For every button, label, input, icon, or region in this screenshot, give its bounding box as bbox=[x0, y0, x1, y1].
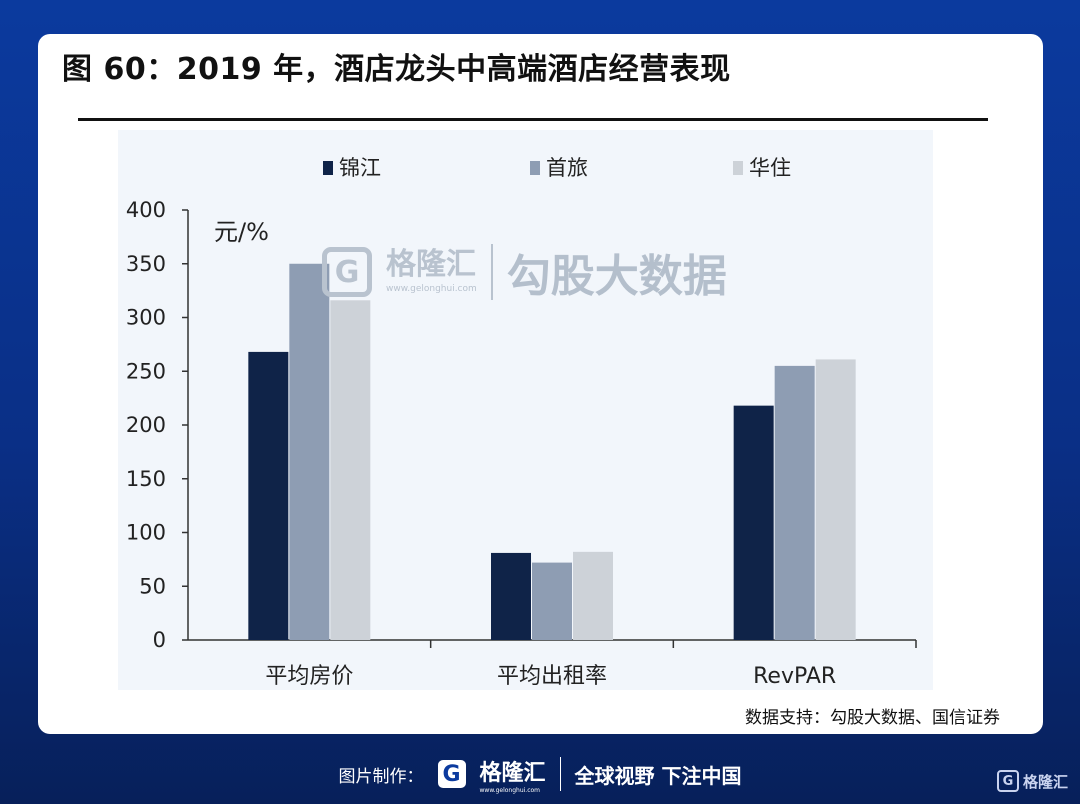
bar-3-3 bbox=[815, 359, 856, 640]
y-tick-label: 200 bbox=[126, 413, 166, 437]
footer-divider bbox=[559, 757, 561, 791]
x-tick-label: 平均出租率 bbox=[497, 664, 607, 689]
bar-3-1 bbox=[330, 300, 371, 640]
brand-url: www.gelonghui.com bbox=[479, 786, 541, 794]
legend-label: 首旅 bbox=[546, 156, 588, 180]
watermark: G 格隆汇 www.gelonghui.com 勾股大数据 bbox=[322, 240, 727, 304]
brand-name: 格隆汇 bbox=[479, 760, 546, 786]
y-tick-label: 100 bbox=[126, 521, 166, 545]
footer-made-by: 图片制作： bbox=[338, 766, 424, 787]
legend-swatch bbox=[323, 161, 333, 175]
source-note: 数据支持：勾股大数据、国信证券 bbox=[745, 708, 1000, 728]
y-tick-label: 300 bbox=[126, 306, 166, 330]
bar-chart: 0 50 100 150 200 250 300 350 400 元/% 平均房价 平均出租率 RevP… bbox=[126, 156, 917, 689]
bar-2-2 bbox=[532, 562, 572, 640]
watermark-divider bbox=[490, 244, 493, 300]
y-tick-label: 250 bbox=[126, 359, 166, 383]
y-tick-label: 50 bbox=[139, 574, 166, 598]
footer-slogan: 全球视野 下注中国 bbox=[574, 763, 742, 788]
bar-1-2 bbox=[491, 552, 531, 640]
brand-logo-icon: G bbox=[437, 760, 466, 788]
bar-3-2 bbox=[573, 551, 613, 640]
y-tick-label: 400 bbox=[126, 198, 166, 222]
watermark-brand-name: 格隆汇 bbox=[386, 247, 476, 282]
bar-1-1 bbox=[248, 351, 289, 640]
bar-1-3 bbox=[733, 405, 774, 640]
legend-swatch bbox=[530, 161, 540, 175]
watermark-text: 勾股大数据 bbox=[506, 251, 727, 302]
legend-label: 华住 bbox=[749, 156, 791, 180]
x-tick-label: 平均房价 bbox=[265, 664, 353, 689]
title-divider bbox=[78, 118, 988, 121]
y-tick-label: 350 bbox=[126, 252, 166, 276]
bar-2-1 bbox=[289, 263, 330, 640]
y-tick-label: 150 bbox=[126, 467, 166, 491]
footer: 图片制作： G 格隆汇 www.gelonghui.com 全球视野 下注中国 bbox=[0, 752, 1080, 796]
chart-area: 0 50 100 150 200 250 300 350 400 元/% 平均房价 平均出租率 RevP… bbox=[118, 130, 933, 690]
y-axis-label: 元/% bbox=[214, 218, 269, 246]
corner-logo: G 格隆汇 bbox=[996, 770, 1068, 792]
watermark-logo-icon: G bbox=[322, 247, 372, 297]
legend-swatch bbox=[733, 161, 743, 175]
watermark-brand-url: www.gelonghui.com bbox=[386, 284, 477, 294]
corner-logo-name: 格隆汇 bbox=[1022, 772, 1068, 791]
x-tick-label: RevPAR bbox=[753, 664, 836, 689]
bar-2-3 bbox=[774, 365, 815, 640]
y-tick-label: 0 bbox=[153, 628, 166, 652]
legend-label: 锦江 bbox=[339, 156, 381, 180]
page-title: 图 60：2019 年，酒店龙头中高端酒店经营表现 bbox=[62, 52, 731, 87]
corner-logo-icon: G bbox=[996, 770, 1019, 792]
